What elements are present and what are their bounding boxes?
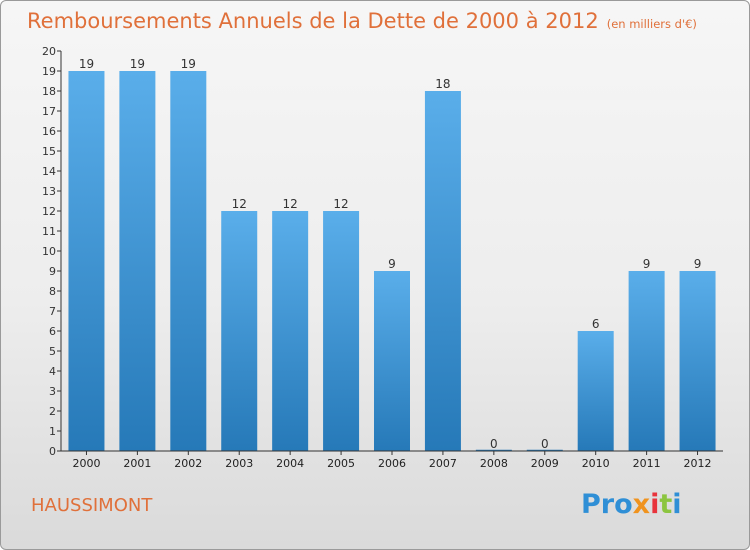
logo-part-t: t [659, 489, 673, 520]
x-tick-label-2005: 2005 [327, 457, 355, 470]
bar-2006 [374, 271, 410, 451]
y-tick-label-12: 12 [42, 205, 56, 218]
data-label-2006: 9 [388, 257, 396, 271]
x-tick-label-2006: 2006 [378, 457, 406, 470]
y-tick-label-1: 1 [49, 425, 56, 438]
y-tick-label-16: 16 [42, 125, 56, 138]
data-label-2008: 0 [490, 437, 498, 451]
logo-part-x: x [632, 489, 651, 520]
bar-2003 [221, 211, 258, 451]
data-label-2000: 19 [79, 57, 94, 71]
x-tick-label-2012: 2012 [684, 457, 712, 470]
y-tick-label-20: 20 [42, 45, 56, 58]
y-tick-label-15: 15 [42, 145, 56, 158]
bar-2000 [68, 71, 105, 451]
chart-unit: (en milliers d'€) [606, 17, 697, 31]
data-label-2009: 0 [541, 437, 549, 451]
data-label-2001: 19 [130, 57, 145, 71]
y-tick-label-10: 10 [42, 245, 56, 258]
data-label-2007: 18 [435, 77, 450, 91]
bar-2011 [628, 271, 665, 451]
bar-2001 [119, 71, 156, 451]
logo-part-i2: i [672, 489, 682, 520]
data-label-2010: 6 [592, 317, 600, 331]
y-tick-label-3: 3 [49, 385, 56, 398]
bar-2010 [577, 331, 614, 451]
bar-2012 [679, 271, 716, 451]
data-label-2012: 9 [694, 257, 702, 271]
x-tick-label-2008: 2008 [480, 457, 508, 470]
y-tick-label-6: 6 [49, 325, 56, 338]
y-tick-label-11: 11 [42, 225, 56, 238]
x-tick-label-2002: 2002 [174, 457, 202, 470]
bar-2002 [170, 71, 207, 451]
data-label-2005: 12 [333, 197, 348, 211]
x-tick-label-2004: 2004 [276, 457, 304, 470]
y-tick-label-4: 4 [49, 365, 56, 378]
logo-part-i: i [650, 489, 660, 520]
x-tick-label-2009: 2009 [531, 457, 559, 470]
x-tick-label-2000: 2000 [72, 457, 100, 470]
y-tick-label-19: 19 [42, 65, 56, 78]
data-label-2011: 9 [643, 257, 651, 271]
y-tick-label-18: 18 [42, 85, 56, 98]
y-tick-label-14: 14 [42, 165, 56, 178]
y-tick-label-13: 13 [42, 185, 56, 198]
x-tick-label-2001: 2001 [123, 457, 151, 470]
bar-2007 [424, 91, 461, 451]
data-label-2003: 12 [232, 197, 247, 211]
x-tick-label-2010: 2010 [582, 457, 610, 470]
proxiti-logo: Proxiti [581, 489, 741, 529]
chart-title-text: Remboursements Annuels de la Dette de 20… [27, 9, 599, 33]
logo-part-pro: Pro [581, 489, 633, 520]
y-tick-label-5: 5 [49, 345, 56, 358]
x-axis: 2000 2001 2002 2003 2004 2005 2006 2007 2008 2009… [61, 450, 723, 470]
chart-title: Remboursements Annuels de la Dette de 20… [27, 9, 697, 33]
commune-name: HAUSSIMONT [31, 495, 153, 516]
data-label-2002: 19 [181, 57, 196, 71]
y-tick-label-9: 9 [49, 265, 56, 278]
x-tick-label-2007: 2007 [429, 457, 457, 470]
y-tick-label-8: 8 [49, 285, 56, 298]
y-tick-label-2: 2 [49, 405, 56, 418]
bar-2004 [272, 211, 309, 451]
bar-2005 [323, 211, 360, 451]
y-tick-label-7: 7 [49, 305, 56, 318]
x-tick-label-2011: 2011 [633, 457, 661, 470]
data-label-2004: 12 [283, 197, 298, 211]
y-tick-label-0: 0 [49, 445, 56, 458]
x-tick-label-2003: 2003 [225, 457, 253, 470]
y-tick-label-17: 17 [42, 105, 56, 118]
bars: 19 19 19 12 12 12 9 18 0 0 6 9 9 [68, 57, 716, 452]
